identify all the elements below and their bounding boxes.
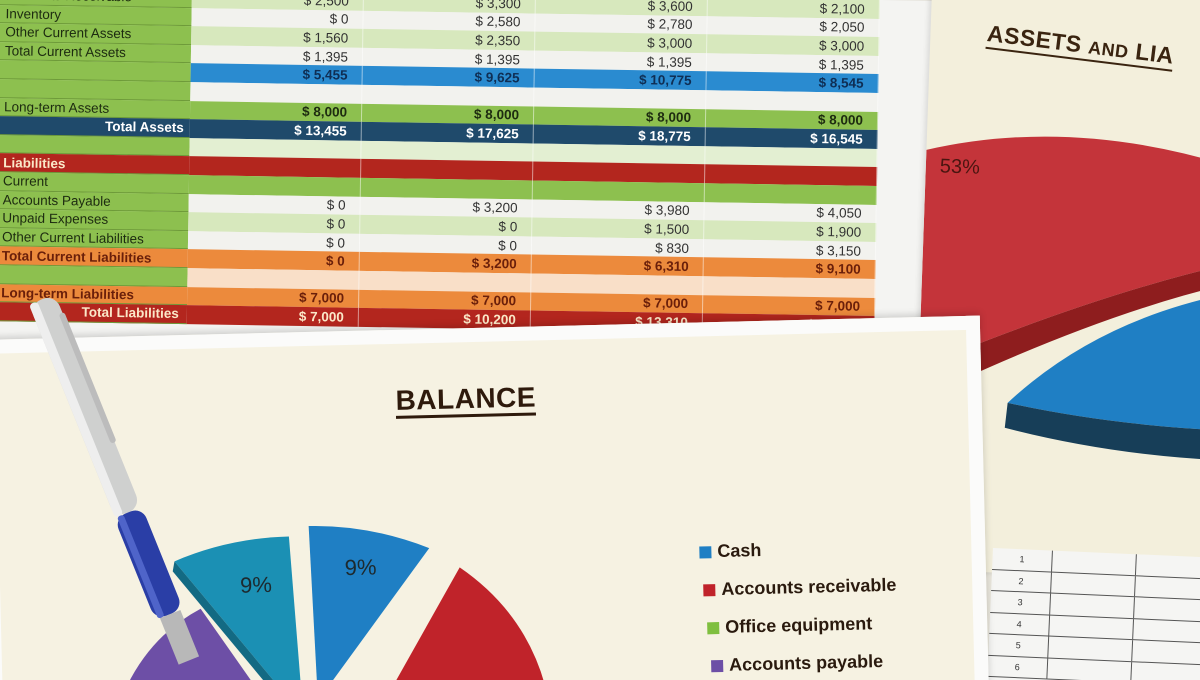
table-cell: $ 10,200 xyxy=(358,307,531,330)
grid-cell xyxy=(1133,618,1200,643)
legend-swatch-icon xyxy=(711,659,724,672)
balance-sheet-grid: Accounts Receivable$ 2,500$ 3,300$ 3,600… xyxy=(0,0,900,335)
grid-cell xyxy=(1048,636,1134,661)
assets-pie-label: 53% xyxy=(939,155,981,179)
assets-liabilities-chart-sheet: ASSETS AND LIA 53% xyxy=(911,0,1200,581)
legend-item: Cash xyxy=(699,537,896,563)
assets-pie-chart xyxy=(918,136,1200,461)
legend-label: Cash xyxy=(717,539,762,562)
grid-cell xyxy=(1052,550,1137,575)
grid-cell xyxy=(1135,575,1200,600)
grid-cell xyxy=(1135,554,1200,579)
legend-swatch-icon xyxy=(707,621,720,634)
grid-cell xyxy=(1047,658,1133,680)
legend-item: Accounts receivable xyxy=(703,575,897,601)
pie-label-9a: 9% xyxy=(240,572,272,598)
row-label: Total Liabilities xyxy=(0,302,188,324)
balance-chart-title: BALANCE xyxy=(395,381,537,419)
legend-swatch-icon xyxy=(699,545,712,558)
grid-cell xyxy=(1051,572,1136,597)
grid-cell xyxy=(1131,661,1200,680)
grid-cell xyxy=(1134,597,1200,622)
legend-label: Accounts receivable xyxy=(721,574,897,599)
balance-chart-legend: Cash Accounts receivable Office equipment A… xyxy=(699,537,899,680)
row-number: 1 xyxy=(992,548,1053,572)
grid-cell xyxy=(1050,593,1135,618)
row-number: 6 xyxy=(987,655,1049,679)
legend-item: Accounts payable xyxy=(711,651,899,677)
row-number: 4 xyxy=(989,612,1051,636)
title-part: AND xyxy=(1087,37,1130,63)
row-number: 2 xyxy=(991,569,1053,593)
title-part: ASSETS xyxy=(985,20,1084,58)
balance-sheet-table: Accounts Receivable$ 2,500$ 3,300$ 3,600… xyxy=(0,0,940,361)
balance-pie-chart: 9% 9% 23% xyxy=(104,525,555,680)
legend-swatch-icon xyxy=(703,583,716,596)
legend-item: Office equipment xyxy=(707,613,898,639)
row-number: 3 xyxy=(990,590,1052,615)
legend-label: Accounts payable xyxy=(728,651,884,675)
balance-chart-sheet: BALANCE 9% 9% 23% Cash Accounts receivabl… xyxy=(0,315,990,680)
pie-label-9b: 9% xyxy=(344,554,376,580)
assets-chart-title: ASSETS AND LIA xyxy=(985,20,1176,72)
title-part: LIA xyxy=(1134,38,1176,69)
grid-cell xyxy=(1132,640,1200,665)
row-number: 5 xyxy=(988,633,1050,658)
table-cell: $ 7,000 xyxy=(186,305,359,327)
legend-label: Office equipment xyxy=(724,613,873,637)
grid-cell xyxy=(1049,615,1135,640)
